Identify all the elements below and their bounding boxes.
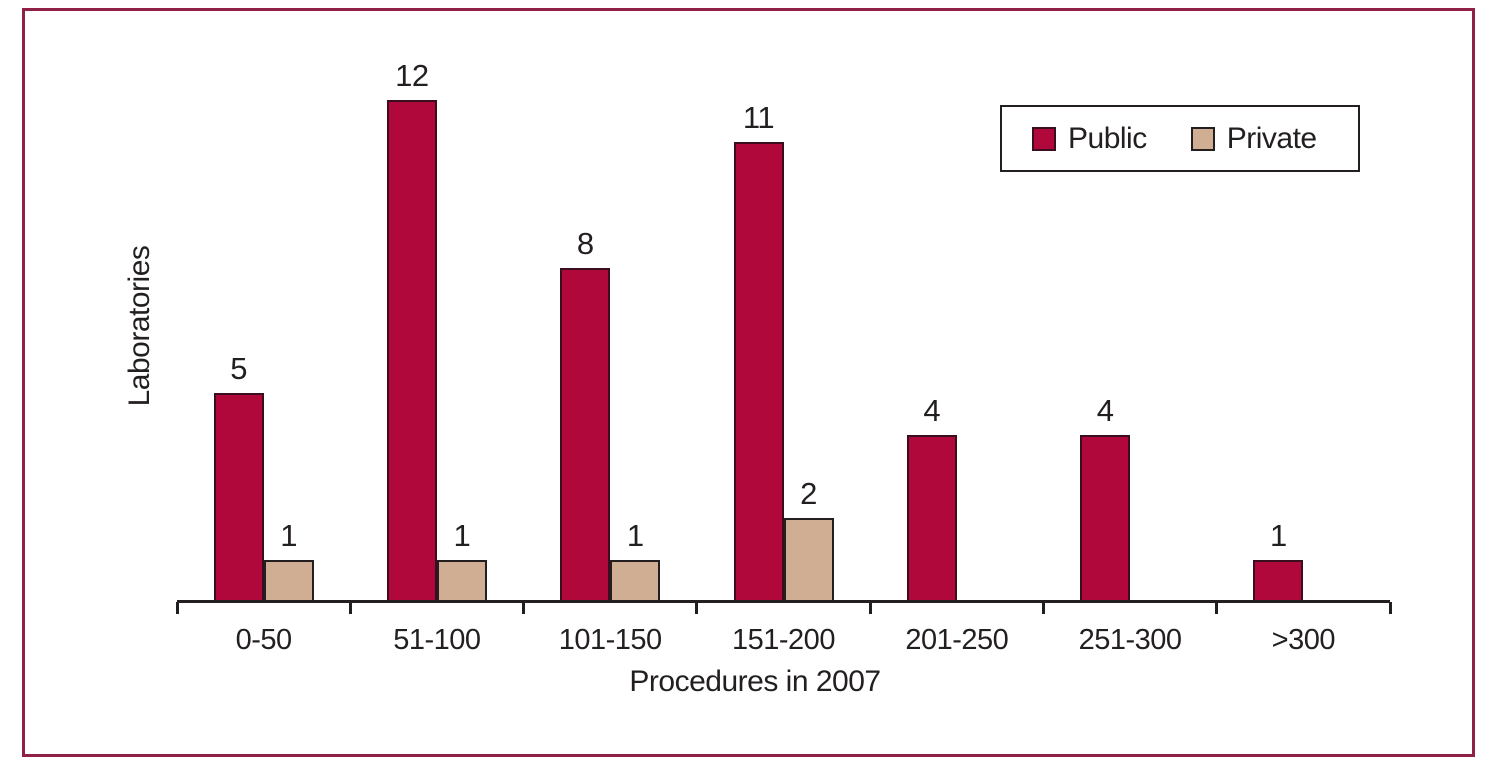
x-axis-line — [177, 600, 1390, 603]
bar-private-101-150 — [610, 560, 661, 602]
value-label-private-101-150: 1 — [626, 518, 644, 553]
bar-public-101-150 — [560, 268, 611, 602]
bar-public-51-100 — [386, 100, 437, 602]
bar-public-151-200 — [733, 142, 784, 602]
value-label-public-201-250: 4 — [923, 393, 941, 428]
y-axis-title: Laboratories — [123, 245, 156, 407]
bar-public-251-300 — [1080, 435, 1131, 602]
value-label-public-300: 1 — [1269, 518, 1287, 553]
bar-public-0-50 — [213, 393, 264, 602]
category-label-151-200: 151-200 — [732, 624, 835, 656]
axis-tick — [868, 602, 872, 614]
axis-tick — [1215, 602, 1219, 614]
axis-tick — [522, 602, 526, 614]
axis-tick — [695, 602, 699, 614]
legend-label-public: Public — [1068, 121, 1147, 155]
private-swatch-icon — [1190, 126, 1215, 151]
legend-item-private: Private — [1190, 121, 1317, 155]
axis-tick — [348, 602, 352, 614]
value-label-public-101-150: 8 — [576, 226, 594, 261]
category-label-101-150: 101-150 — [558, 624, 662, 656]
axis-tick — [1388, 602, 1392, 614]
bar-private-151-200 — [783, 518, 834, 602]
bar-public-300 — [1253, 560, 1304, 602]
value-label-private-151-200: 2 — [800, 476, 817, 511]
axis-tick — [175, 602, 179, 614]
category-label-51-100: 51-100 — [393, 624, 481, 656]
category-label-0-50: 0-50 — [235, 624, 293, 656]
bar-private-0-50 — [263, 560, 314, 602]
value-label-public-151-200: 11 — [742, 100, 775, 135]
x-axis-title: Procedures in 2007 — [629, 665, 881, 698]
bar-private-51-100 — [436, 560, 487, 602]
bar-public-201-250 — [906, 435, 957, 602]
category-label-201-250: 201-250 — [905, 624, 1009, 656]
public-swatch-icon — [1032, 126, 1056, 151]
legend-label-private: Private — [1226, 121, 1317, 155]
legend-item-public: Public — [1032, 121, 1147, 155]
category-label-251-300: 251-300 — [1078, 624, 1182, 656]
value-label-private-51-100: 1 — [453, 518, 471, 553]
value-label-public-51-100: 12 — [395, 58, 429, 93]
category-label-300: >300 — [1271, 624, 1336, 656]
value-label-public-0-50: 5 — [230, 351, 248, 386]
axis-tick — [1041, 602, 1045, 614]
value-label-public-251-300: 4 — [1096, 393, 1114, 428]
legend: Public Private — [1000, 105, 1360, 172]
value-label-private-0-50: 1 — [280, 518, 298, 553]
